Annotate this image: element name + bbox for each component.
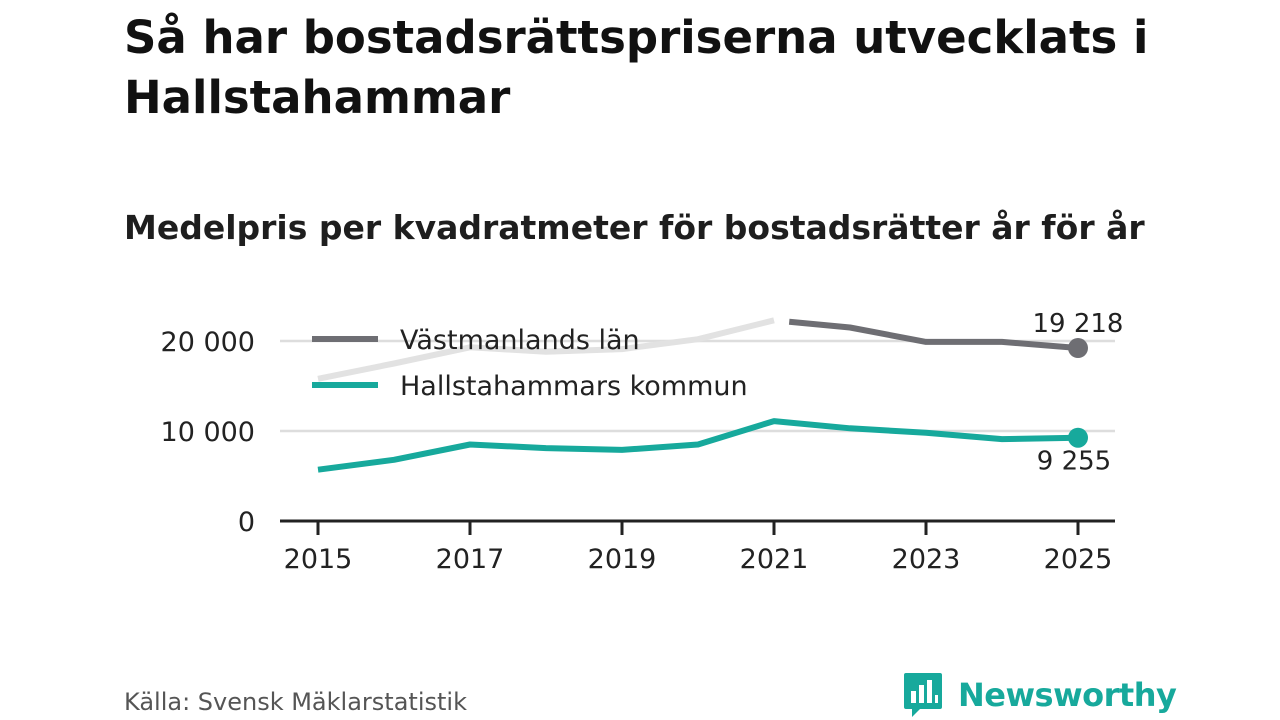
series-line-lan (788, 318, 1079, 352)
x-tick-labels: 2015 2017 2019 2021 2023 2025 (284, 544, 1113, 575)
x-tick-label: 2015 (284, 544, 353, 575)
x-tick-label: 2019 (588, 544, 657, 575)
series-line-lan-faded (317, 317, 775, 382)
y-tick-label: 10 000 (161, 417, 255, 448)
series-line-kommun (317, 418, 1079, 473)
end-label-kommun: 9 255 (1037, 447, 1111, 477)
source-note: Källa: Svensk Mäklarstatistik (124, 688, 467, 716)
brand-logo[interactable]: Newsworthy (902, 670, 1177, 720)
x-axis (280, 519, 1115, 535)
y-tick-label: 0 (238, 507, 255, 538)
y-tick-labels: 0 10 000 20 000 (161, 327, 255, 538)
x-tick-label: 2021 (740, 544, 809, 575)
chart-title: Så har bostadsrättspriserna utvecklats i… (124, 11, 1149, 124)
legend-label-lan: Västmanlands län (400, 325, 640, 356)
newsworthy-logo-icon (904, 673, 942, 717)
end-label-lan: 19 218 (1033, 309, 1124, 339)
end-point-kommun (1068, 427, 1088, 448)
legend: Västmanlands län Hallstahammars kommun (312, 325, 748, 402)
y-tick-label: 20 000 (161, 327, 255, 358)
series-lines (317, 317, 1088, 473)
x-tick-label: 2017 (436, 544, 505, 575)
brand-name: Newsworthy (958, 676, 1177, 714)
chart-subtitle: Medelpris per kvadratmeter för bostadsrä… (124, 208, 1145, 247)
legend-label-kommun: Hallstahammars kommun (400, 371, 748, 402)
x-tick-label: 2023 (892, 544, 961, 575)
x-tick-label: 2025 (1044, 544, 1113, 575)
end-point-lan (1068, 338, 1088, 359)
end-labels: 19 218 9 255 (1033, 309, 1124, 477)
